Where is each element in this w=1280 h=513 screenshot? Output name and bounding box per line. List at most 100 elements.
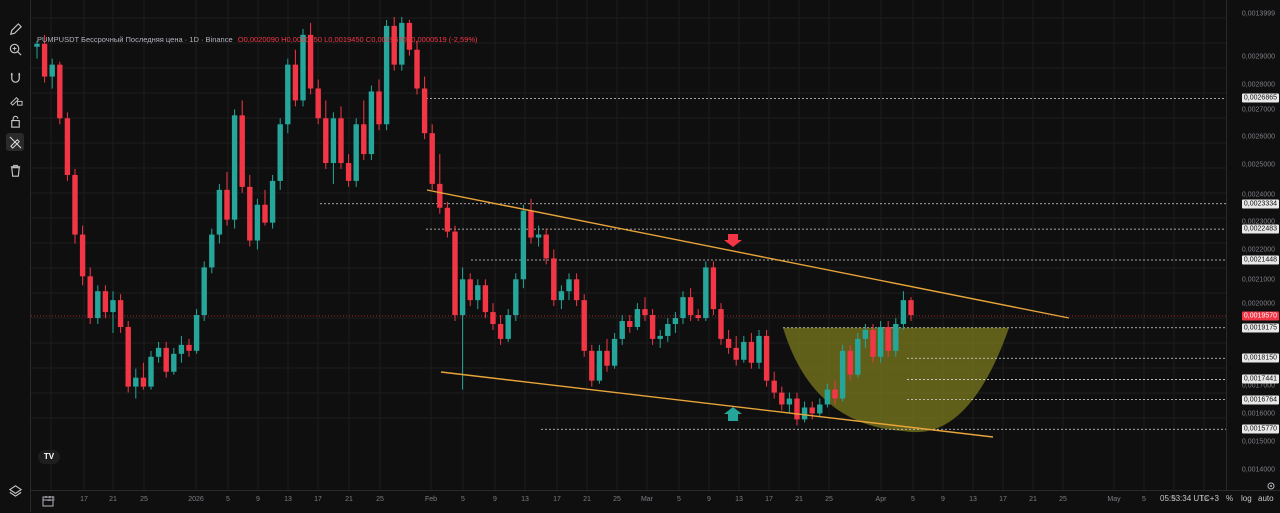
candle-body bbox=[847, 350, 853, 375]
candle-body bbox=[292, 64, 299, 101]
magnet-icon[interactable] bbox=[6, 68, 24, 86]
candle-body bbox=[224, 189, 230, 220]
candle-body bbox=[475, 285, 481, 301]
candle-body bbox=[710, 267, 717, 310]
candle-body bbox=[748, 341, 755, 363]
time-tick-label: 13 bbox=[47, 496, 55, 503]
auto-toggle[interactable]: auto bbox=[1258, 494, 1274, 503]
tradingview-logo[interactable]: TV bbox=[38, 450, 60, 464]
candle-body bbox=[642, 309, 648, 316]
candle-body bbox=[338, 118, 344, 164]
candle-body bbox=[763, 335, 770, 381]
candle-body bbox=[589, 350, 595, 381]
candle-body bbox=[893, 324, 899, 351]
time-tick-label: 17 bbox=[765, 496, 773, 503]
candle-body bbox=[824, 389, 831, 405]
candle-body bbox=[573, 279, 580, 301]
candle-body bbox=[581, 300, 587, 351]
candle-body bbox=[619, 321, 625, 339]
time-tick-label: 25 bbox=[140, 496, 148, 503]
settings-icon[interactable] bbox=[1266, 478, 1276, 490]
candle-body bbox=[703, 267, 709, 319]
log-toggle[interactable]: log bbox=[1241, 494, 1252, 503]
trash-icon[interactable] bbox=[6, 161, 24, 179]
sell-arrow-marker bbox=[724, 234, 742, 247]
candle-body bbox=[885, 326, 891, 351]
layers-icon[interactable] bbox=[6, 481, 24, 499]
candle-body bbox=[672, 318, 679, 324]
clock[interactable]: 05:53:34 UTC+3 bbox=[1160, 494, 1219, 503]
candle-body bbox=[497, 324, 504, 339]
candle-body bbox=[391, 25, 397, 65]
candle-body bbox=[277, 124, 283, 181]
price-axis[interactable]: 0,0013999 0,0029000 0,0028000 0,0027000 0,00… bbox=[1226, 0, 1280, 490]
price-chart[interactable] bbox=[31, 0, 1226, 490]
price-tick-label: 0,0024000 bbox=[1241, 191, 1275, 199]
candle-body bbox=[558, 291, 565, 301]
chart-legend: PUMPUSDT Бессрочный Последняя цена · 1D … bbox=[37, 35, 478, 44]
candle-body bbox=[794, 398, 800, 420]
candle-body bbox=[383, 25, 390, 125]
level-price-label: 0,0022483 bbox=[1241, 224, 1279, 234]
time-tick-label: 13 bbox=[735, 496, 743, 503]
time-tick-label: 5 bbox=[226, 496, 230, 503]
percent-toggle[interactable]: % bbox=[1226, 494, 1234, 503]
time-tick-label: 9 bbox=[941, 496, 945, 503]
level-price-label: 0,0017441 bbox=[1241, 374, 1279, 384]
time-tick-label: 21 bbox=[345, 496, 353, 503]
candle-body bbox=[862, 329, 869, 339]
candle-body bbox=[452, 231, 458, 316]
buy-arrow-marker bbox=[724, 407, 742, 421]
candle-body bbox=[513, 279, 519, 316]
candle-body bbox=[786, 398, 793, 405]
hide-drawings-icon[interactable] bbox=[6, 133, 24, 151]
time-tick-label: 21 bbox=[1029, 496, 1037, 503]
time-axis[interactable]: 13 17 21 25 2026 5 9 13 17 21 25 Feb 5 9 13 17 21 25 Mar 5 9… bbox=[31, 490, 1280, 513]
candle-body bbox=[855, 338, 861, 375]
price-tick-label: 0,0028000 bbox=[1241, 81, 1275, 89]
candle-body bbox=[353, 124, 359, 181]
candle-body bbox=[330, 118, 337, 164]
candle-body bbox=[269, 180, 276, 223]
time-tick-label: 25 bbox=[376, 496, 384, 503]
candle-body bbox=[490, 312, 496, 324]
candle-body bbox=[520, 210, 527, 280]
time-tick-label: 25 bbox=[1059, 496, 1067, 503]
ohlc-values: O0,0020090 H0,0020150 L0,0019450 C0,0019… bbox=[237, 35, 478, 44]
price-tick-label: 0,0020000 bbox=[1241, 300, 1275, 308]
candle-body bbox=[34, 43, 40, 47]
calendar-icon[interactable] bbox=[42, 494, 54, 507]
candle-body bbox=[345, 163, 352, 181]
lock-icon[interactable] bbox=[6, 112, 24, 130]
brush-lock-icon[interactable] bbox=[6, 90, 24, 108]
candle-body bbox=[216, 189, 223, 235]
time-tick-label: 25 bbox=[825, 496, 833, 503]
price-tick-label: 0,0013999 bbox=[1241, 10, 1275, 18]
level-price-label: 0,0018150 bbox=[1241, 353, 1279, 363]
pencil-icon[interactable] bbox=[6, 20, 24, 38]
time-tick-label: 5 bbox=[1142, 496, 1146, 503]
candle-body bbox=[900, 300, 907, 324]
cup-pattern-fill bbox=[783, 327, 1009, 433]
candle-body bbox=[64, 118, 71, 175]
candle-body bbox=[596, 350, 603, 381]
level-price-label: 0,0021448 bbox=[1241, 255, 1279, 265]
price-tick-label: 0,0014000 bbox=[1241, 466, 1275, 474]
candle-body bbox=[877, 326, 884, 357]
candle-body bbox=[467, 279, 473, 301]
candle-body bbox=[611, 338, 618, 366]
zoom-icon[interactable] bbox=[6, 40, 24, 58]
time-tick-label: 21 bbox=[583, 496, 591, 503]
candle-body bbox=[178, 344, 185, 354]
price-tick-label: 0,0015000 bbox=[1241, 438, 1275, 446]
candle-body bbox=[155, 347, 162, 357]
candle-body bbox=[718, 309, 724, 339]
time-tick-label: 5 bbox=[911, 496, 915, 503]
candle-body bbox=[437, 183, 443, 208]
level-price-label: 0,0023334 bbox=[1241, 199, 1279, 209]
time-tick-label: 21 bbox=[795, 496, 803, 503]
candle-body bbox=[839, 350, 846, 399]
level-price-label: 0,0026865 bbox=[1241, 93, 1279, 103]
symbol-info[interactable]: PUMPUSDT Бессрочный Последняя цена · 1D … bbox=[37, 35, 233, 44]
time-tick-label: Mar bbox=[640, 496, 654, 503]
